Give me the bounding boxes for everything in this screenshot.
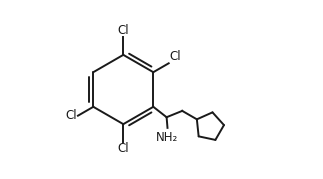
Text: Cl: Cl (118, 24, 129, 37)
Text: Cl: Cl (118, 142, 129, 155)
Text: Cl: Cl (170, 50, 181, 63)
Text: NH₂: NH₂ (156, 131, 179, 144)
Text: Cl: Cl (66, 109, 77, 122)
